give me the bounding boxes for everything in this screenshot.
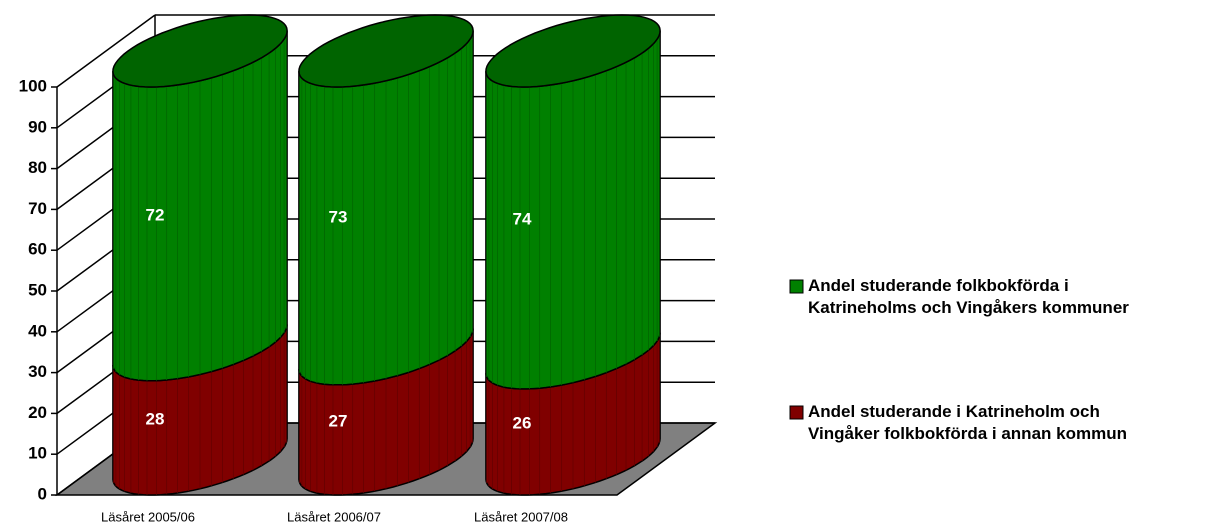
y-tick-label: 80: [28, 158, 47, 177]
data-label: 74: [513, 209, 532, 228]
cylinder-segment: [112, 324, 288, 496]
legend-line: Andel studerande i Katrineholm och: [808, 402, 1100, 421]
y-tick-label: 20: [28, 403, 47, 422]
segment-top: [485, 14, 661, 88]
cylinder-segment: [112, 14, 288, 382]
y-tick-label: 60: [28, 240, 47, 259]
y-tick-label: 70: [28, 199, 47, 218]
legend-swatch: [789, 405, 804, 420]
x-tick-label: Läsåret 2006/07: [287, 509, 381, 524]
y-tick-label: 90: [28, 117, 47, 136]
y-tick-label: 100: [19, 76, 47, 95]
segment-top: [298, 14, 474, 88]
legend-line: Vingåker folkbokförda i annan kommun: [808, 424, 1127, 443]
data-label: 28: [146, 409, 165, 428]
side-grid-line: [56, 14, 156, 88]
legend-label: Andel studerande i Katrineholm och Vingåk…: [808, 402, 1127, 443]
data-label: 27: [329, 411, 348, 430]
y-tick-label: 50: [28, 280, 47, 299]
y-tick-label: 0: [38, 484, 47, 503]
data-label: 72: [146, 205, 165, 224]
y-tick-label: 10: [28, 444, 47, 463]
segment-top: [112, 14, 288, 88]
x-tick-label: Läsåret 2005/06: [101, 509, 195, 524]
y-tick-label: 30: [28, 362, 47, 381]
data-label: 73: [329, 207, 348, 226]
legend-label: Andel studerande folkbokförda i Katrineho…: [808, 276, 1129, 317]
data-label: 26: [513, 413, 532, 432]
legend-line: Andel studerande folkbokförda i: [808, 276, 1069, 295]
legend-swatch: [789, 279, 804, 294]
cylinder-segment: [298, 14, 474, 386]
cylinder-segment: [485, 14, 661, 390]
y-tick-label: 40: [28, 321, 47, 340]
x-tick-label: Läsåret 2007/08: [474, 509, 568, 524]
legend-line: Katrineholms och Vingåkers kommuner: [808, 298, 1129, 317]
